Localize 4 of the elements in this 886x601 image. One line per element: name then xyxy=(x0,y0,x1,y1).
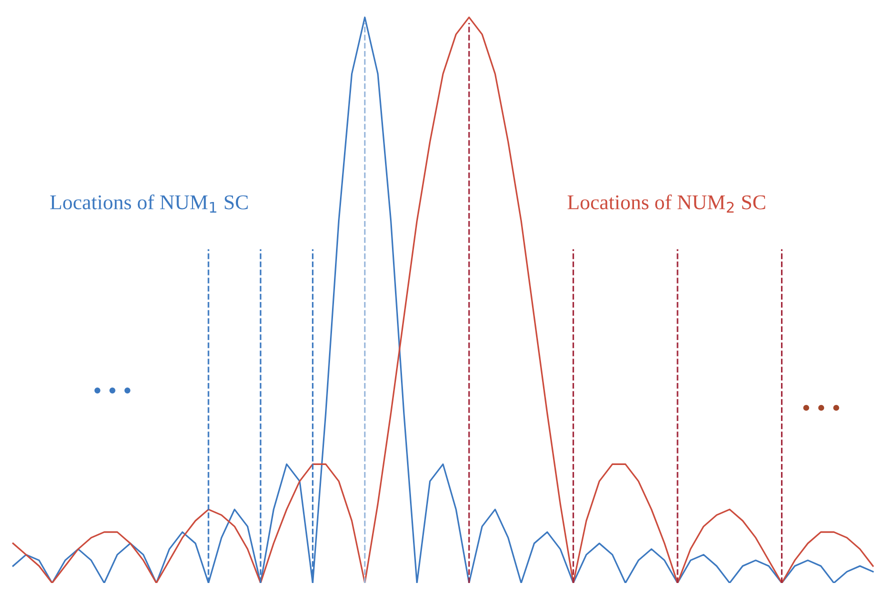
annotation: • • • xyxy=(94,388,130,394)
annotation: Locations of NUM$_{1}$ SC xyxy=(50,194,248,213)
annotation: Locations of NUM$_{2}$ SC xyxy=(568,194,766,213)
annotation: • • • xyxy=(803,404,840,411)
